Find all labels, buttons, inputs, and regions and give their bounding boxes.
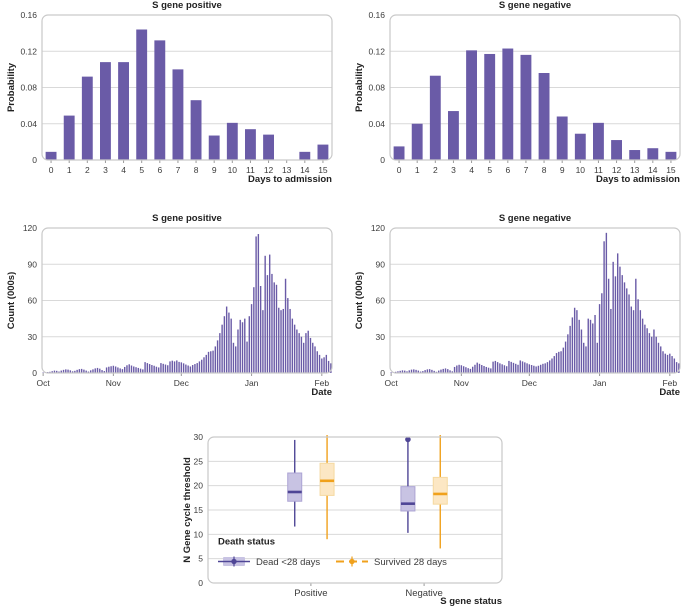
svg-text:0.12: 0.12 bbox=[20, 46, 37, 56]
svg-text:15: 15 bbox=[318, 165, 328, 175]
y-axis-title: Count (000s) bbox=[6, 271, 17, 330]
svg-text:8: 8 bbox=[194, 165, 199, 175]
svg-text:0.12: 0.12 bbox=[368, 46, 385, 56]
svg-text:Feb: Feb bbox=[662, 378, 677, 388]
svg-text:120: 120 bbox=[23, 223, 37, 233]
svg-text:Dec: Dec bbox=[522, 378, 538, 388]
svg-text:6: 6 bbox=[505, 165, 510, 175]
cycle-threshold-boxplot: 0 5 10 15 20 25 30 Positive Negative Death status… bbox=[194, 432, 503, 599]
svg-text:0: 0 bbox=[49, 165, 54, 175]
svg-text:3: 3 bbox=[103, 165, 108, 175]
x-axis-title: Date bbox=[311, 387, 332, 398]
svg-text:60: 60 bbox=[28, 296, 38, 306]
svg-text:3: 3 bbox=[451, 165, 456, 175]
chart-title: S gene negative bbox=[498, 213, 572, 224]
svg-text:15: 15 bbox=[194, 505, 204, 515]
svg-text:5: 5 bbox=[487, 165, 492, 175]
svg-text:9: 9 bbox=[560, 165, 565, 175]
svg-text:2: 2 bbox=[85, 165, 90, 175]
chart-title: S gene positive bbox=[152, 0, 222, 11]
svg-text:0.16: 0.16 bbox=[368, 10, 385, 20]
svg-text:Nov: Nov bbox=[106, 378, 122, 388]
svg-text:25: 25 bbox=[194, 456, 204, 466]
svg-text:11: 11 bbox=[246, 165, 255, 175]
svg-text:12: 12 bbox=[264, 165, 274, 175]
svg-text:Death status: Death status bbox=[218, 537, 275, 548]
x-axis-title: S gene status bbox=[440, 596, 502, 607]
chart-title: S gene positive bbox=[152, 213, 222, 224]
panel-cycle-threshold-boxplot: 0 5 10 15 20 25 30 Positive Negative Death status… bbox=[150, 420, 530, 614]
svg-text:0: 0 bbox=[380, 155, 385, 165]
svg-text:0.04: 0.04 bbox=[368, 119, 385, 129]
probability-positive-histogram: 00.040.080.120.160 1 2 3 4 5 6 7 8 9 10 11 12 13 14 15 bbox=[20, 10, 333, 175]
x-axis-title: Days to admission bbox=[596, 174, 680, 185]
svg-text:0: 0 bbox=[397, 165, 402, 175]
svg-text:Dec: Dec bbox=[174, 378, 190, 388]
panel-counts-positive: 0 30 60 90 120 Oct Nov Dec Jan Feb S gene positiv… bbox=[2, 213, 348, 413]
svg-text:Oct: Oct bbox=[37, 378, 51, 388]
svg-text:14: 14 bbox=[300, 165, 310, 175]
svg-text:5: 5 bbox=[139, 165, 144, 175]
panel-counts-negative: 0 30 60 90 120 Oct Nov Dec Jan Feb S gene negativ… bbox=[350, 213, 696, 413]
svg-text:11: 11 bbox=[594, 165, 603, 175]
svg-text:0: 0 bbox=[32, 368, 37, 378]
svg-text:5: 5 bbox=[198, 554, 203, 564]
svg-text:10: 10 bbox=[576, 165, 586, 175]
svg-text:Dead <28 days: Dead <28 days bbox=[256, 557, 320, 568]
svg-text:7: 7 bbox=[524, 165, 529, 175]
svg-text:Positive: Positive bbox=[294, 588, 327, 599]
svg-text:8: 8 bbox=[542, 165, 547, 175]
svg-text:0: 0 bbox=[198, 578, 203, 588]
svg-text:7: 7 bbox=[176, 165, 181, 175]
svg-text:60: 60 bbox=[376, 296, 386, 306]
svg-text:1: 1 bbox=[415, 165, 420, 175]
svg-text:4: 4 bbox=[121, 165, 126, 175]
svg-text:Negative: Negative bbox=[405, 588, 443, 599]
probability-negative-histogram: 00.040.080.120.160 1 2 3 4 5 6 7 8 9 10 11 12 13 14 15 bbox=[368, 10, 681, 175]
svg-text:Jan: Jan bbox=[593, 378, 607, 388]
svg-text:4: 4 bbox=[469, 165, 474, 175]
chart-title: S gene negative bbox=[498, 0, 572, 11]
svg-text:30: 30 bbox=[376, 332, 386, 342]
svg-text:Feb: Feb bbox=[314, 378, 329, 388]
svg-text:10: 10 bbox=[194, 529, 204, 539]
counts-positive-histogram: 0 30 60 90 120 Oct Nov Dec Jan Feb bbox=[23, 223, 333, 388]
panel-probability-positive: 0 0.04 0.08 0.12 0.16 0 1 2 3 4 5 6 7 8 9 10 11 12 13 14 15 … bbox=[2, 0, 348, 206]
svg-text:120: 120 bbox=[371, 223, 385, 233]
svg-text:0: 0 bbox=[32, 155, 37, 165]
svg-text:0.08: 0.08 bbox=[20, 83, 37, 93]
svg-text:Nov: Nov bbox=[454, 378, 470, 388]
svg-text:90: 90 bbox=[376, 259, 386, 269]
y-axis-title: Count (000s) bbox=[354, 271, 365, 330]
svg-text:6: 6 bbox=[157, 165, 162, 175]
svg-text:12: 12 bbox=[612, 165, 622, 175]
y-axis-title: Probability bbox=[6, 62, 17, 113]
svg-text:9: 9 bbox=[212, 165, 217, 175]
svg-text:Oct: Oct bbox=[385, 378, 399, 388]
svg-text:Survived 28 days: Survived 28 days bbox=[374, 557, 447, 568]
svg-text:90: 90 bbox=[28, 259, 38, 269]
svg-text:10: 10 bbox=[228, 165, 238, 175]
svg-text:0.08: 0.08 bbox=[368, 83, 385, 93]
svg-text:Jan: Jan bbox=[245, 378, 259, 388]
svg-text:15: 15 bbox=[666, 165, 676, 175]
counts-negative-histogram: 0 30 60 90 120 Oct Nov Dec Jan Feb bbox=[371, 223, 681, 388]
svg-text:0: 0 bbox=[380, 368, 385, 378]
svg-text:1: 1 bbox=[67, 165, 72, 175]
svg-text:13: 13 bbox=[630, 165, 640, 175]
x-axis-title: Days to admission bbox=[248, 174, 332, 185]
svg-text:0.04: 0.04 bbox=[20, 119, 37, 129]
svg-text:30: 30 bbox=[194, 432, 204, 442]
svg-text:13: 13 bbox=[282, 165, 292, 175]
svg-text:14: 14 bbox=[648, 165, 658, 175]
svg-text:0.16: 0.16 bbox=[20, 10, 37, 20]
y-axis-title: N Gene cycle threshold bbox=[182, 457, 193, 563]
panel-probability-negative: 0 0.04 0.08 0.12 0.16 0 1 2 3 4 5 6 7 8 9 10 11 12 13 14 15 … bbox=[350, 0, 696, 206]
y-axis-title: Probability bbox=[354, 62, 365, 113]
svg-text:2: 2 bbox=[433, 165, 438, 175]
x-axis-title: Date bbox=[659, 387, 680, 398]
svg-text:30: 30 bbox=[28, 332, 38, 342]
svg-text:20: 20 bbox=[194, 481, 204, 491]
